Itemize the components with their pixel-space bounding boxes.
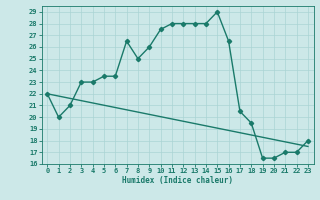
X-axis label: Humidex (Indice chaleur): Humidex (Indice chaleur) bbox=[122, 176, 233, 185]
